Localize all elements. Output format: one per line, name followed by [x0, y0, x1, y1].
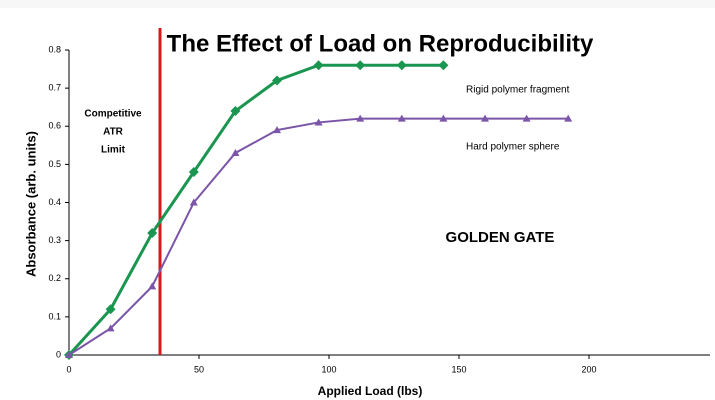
- data-point: [189, 198, 198, 206]
- y-tick-label: 0.2: [48, 273, 61, 283]
- x-tick-label: 0: [66, 364, 71, 374]
- data-point: [522, 114, 531, 122]
- limit-label: Limit: [101, 145, 126, 156]
- data-point: [106, 324, 115, 332]
- y-tick-label: 0.6: [48, 121, 61, 131]
- plot-background: [0, 8, 715, 400]
- y-tick-label: 0.8: [48, 44, 61, 54]
- data-point: [355, 60, 366, 71]
- data-point: [230, 106, 241, 116]
- y-tick-label: 0: [56, 349, 61, 359]
- x-tick-label: 100: [321, 364, 336, 374]
- chart-title: The Effect of Load on Reproducibility: [167, 30, 594, 57]
- x-tick-label: 150: [451, 364, 466, 374]
- legend-label: Rigid polymer fragment: [466, 85, 570, 96]
- y-tick-label: 0.3: [48, 235, 61, 245]
- data-point: [147, 228, 158, 238]
- annotation: GOLDEN GATE: [446, 229, 555, 246]
- data-point: [65, 351, 73, 358]
- data-point: [481, 114, 489, 122]
- y-tick-label: 0.5: [48, 159, 61, 169]
- y-tick-label: 0.4: [48, 197, 61, 207]
- data-point: [397, 114, 406, 122]
- x-axis-label: Applied Load (lbs): [318, 384, 423, 398]
- data-point: [273, 126, 281, 134]
- data-point: [564, 114, 573, 122]
- x-tick-label: 200: [581, 364, 596, 374]
- data-point: [313, 60, 324, 71]
- x-tick-label: 50: [194, 364, 204, 374]
- data-point: [105, 304, 116, 315]
- y-tick-label: 0.7: [48, 83, 61, 93]
- series-line: [67, 63, 444, 357]
- y-axis-label: Absorbance (arb. units): [23, 131, 38, 277]
- data-point: [272, 75, 282, 86]
- data-point: [188, 167, 199, 177]
- limit-label: ATR: [103, 127, 124, 138]
- data-point: [148, 282, 157, 290]
- legend-label: Hard polymer sphere: [466, 142, 560, 153]
- data-point: [396, 60, 407, 71]
- data-point: [356, 114, 365, 122]
- limit-label: Competitive: [84, 109, 142, 120]
- data-point: [314, 118, 323, 126]
- data-point: [438, 60, 449, 71]
- data-point: [439, 114, 448, 122]
- data-point: [231, 148, 240, 156]
- y-tick-label: 0.1: [48, 311, 61, 321]
